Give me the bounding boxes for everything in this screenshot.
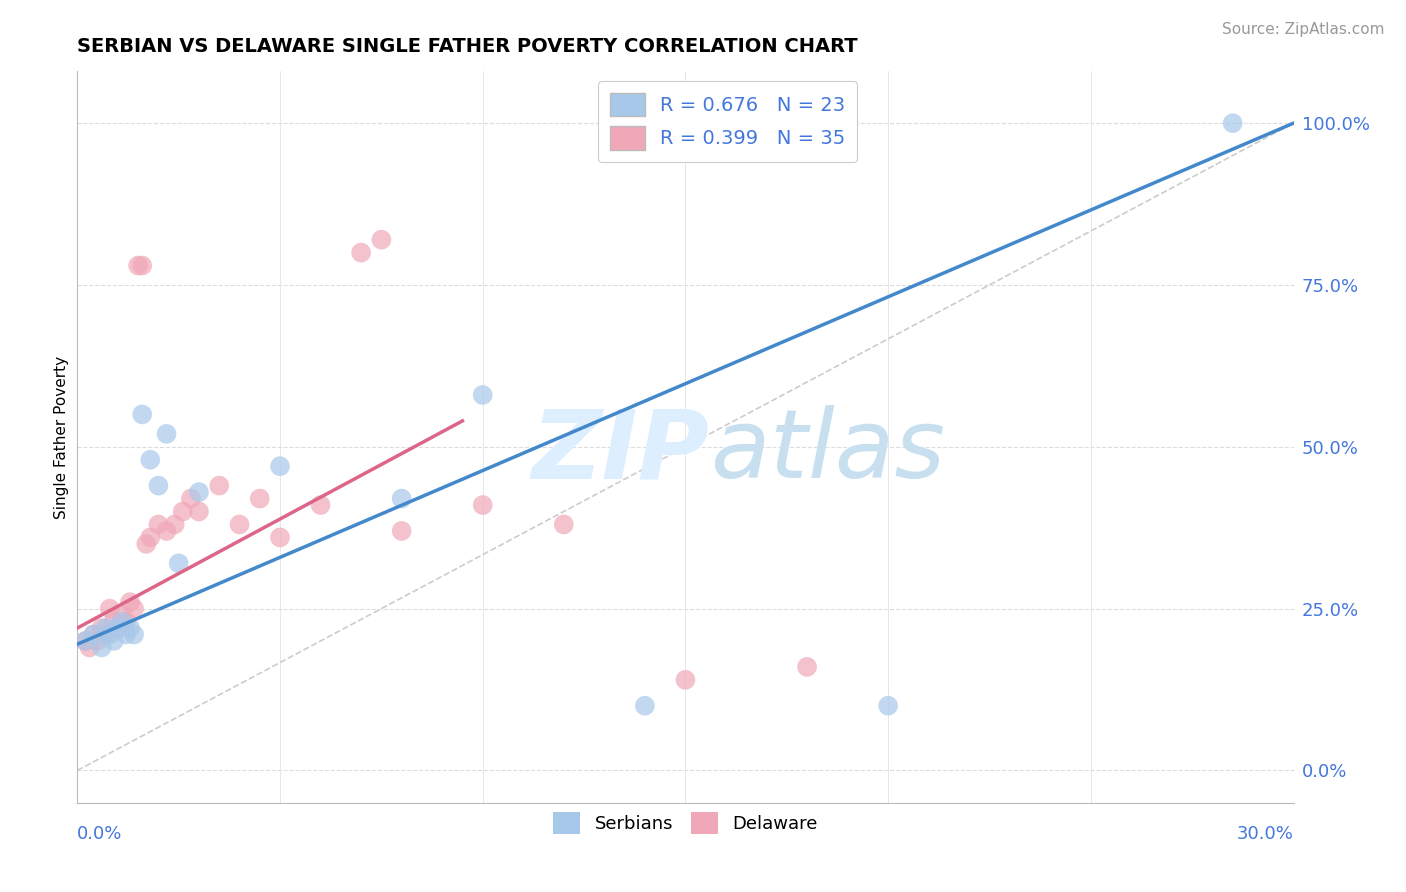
Text: atlas: atlas	[710, 405, 945, 499]
Point	[188, 485, 211, 500]
Point	[877, 698, 900, 713]
Point	[83, 627, 105, 641]
Point	[553, 517, 575, 532]
Text: 0.0%: 0.0%	[77, 825, 122, 844]
Point	[309, 498, 332, 512]
Point	[122, 627, 145, 641]
Point	[86, 634, 108, 648]
Point	[471, 498, 494, 512]
Point	[122, 601, 145, 615]
Point	[118, 621, 141, 635]
Text: Source: ZipAtlas.com: Source: ZipAtlas.com	[1222, 22, 1385, 37]
Legend: Serbians, Delaware: Serbians, Delaware	[546, 805, 825, 841]
Point	[172, 504, 194, 518]
Text: SERBIAN VS DELAWARE SINGLE FATHER POVERTY CORRELATION CHART: SERBIAN VS DELAWARE SINGLE FATHER POVERT…	[77, 37, 858, 56]
Point	[148, 478, 170, 492]
Point	[208, 478, 231, 492]
Point	[139, 530, 162, 544]
Point	[139, 452, 162, 467]
Point	[188, 504, 211, 518]
Point	[75, 634, 97, 648]
Point	[98, 627, 121, 641]
Point	[111, 615, 134, 629]
Point	[391, 524, 413, 538]
Point	[115, 627, 138, 641]
Point	[391, 491, 413, 506]
Point	[111, 608, 134, 623]
Point	[107, 621, 129, 635]
Point	[180, 491, 202, 506]
Point	[228, 517, 250, 532]
Point	[131, 259, 153, 273]
Point	[269, 530, 291, 544]
Point	[675, 673, 697, 687]
Text: ZIP: ZIP	[531, 405, 710, 499]
Point	[118, 595, 141, 609]
Point	[94, 621, 117, 635]
Point	[135, 537, 157, 551]
Point	[471, 388, 494, 402]
Point	[103, 615, 125, 629]
Point	[127, 259, 149, 273]
Point	[370, 233, 392, 247]
Point	[155, 426, 177, 441]
Point	[148, 517, 170, 532]
Point	[269, 459, 291, 474]
Point	[249, 491, 271, 506]
Y-axis label: Single Father Poverty: Single Father Poverty	[53, 356, 69, 518]
Point	[103, 634, 125, 648]
Point	[634, 698, 657, 713]
Point	[90, 621, 112, 635]
Point	[1222, 116, 1244, 130]
Point	[131, 408, 153, 422]
Point	[90, 640, 112, 655]
Point	[167, 557, 190, 571]
Point	[115, 615, 138, 629]
Text: 30.0%: 30.0%	[1237, 825, 1294, 844]
Point	[796, 660, 818, 674]
Point	[94, 627, 117, 641]
Point	[75, 634, 97, 648]
Point	[107, 621, 129, 635]
Point	[98, 601, 121, 615]
Point	[83, 627, 105, 641]
Point	[163, 517, 186, 532]
Point	[155, 524, 177, 538]
Point	[79, 640, 101, 655]
Point	[350, 245, 373, 260]
